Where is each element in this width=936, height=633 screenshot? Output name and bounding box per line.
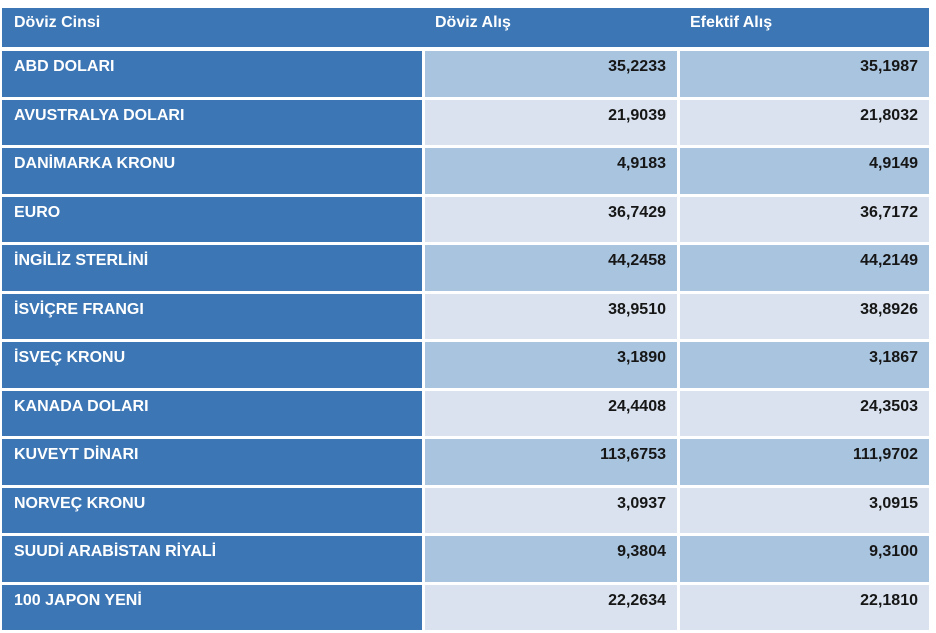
efektif-alis-cell: 3,1867 [680, 342, 929, 388]
table-row: KUVEYT DİNARI 113,6753 111,9702 [2, 439, 929, 485]
doviz-alis-cell: 35,2233 [425, 51, 677, 97]
efektif-alis-cell: 9,3100 [680, 536, 929, 582]
efektif-alis-cell: 111,9702 [680, 439, 929, 485]
currency-name-cell: AVUSTRALYA DOLARI [2, 99, 422, 145]
table-row: İSVİÇRE FRANGI 38,9510 38,8926 [2, 293, 929, 339]
table-body: ABD DOLARI 35,2233 35,1987 AVUSTRALYA DO… [2, 51, 936, 630]
doviz-alis-cell: 3,1890 [425, 342, 677, 388]
doviz-alis-cell: 36,7429 [425, 196, 677, 242]
column-header-doviz-alis: Döviz Alış [435, 14, 511, 31]
currency-name-cell: KANADA DOLARI [2, 390, 422, 436]
doviz-alis-cell: 22,2634 [425, 584, 677, 630]
currency-name-cell: İNGİLİZ STERLİNİ [2, 245, 422, 291]
currency-name-cell: ABD DOLARI [2, 51, 422, 97]
table-row: KANADA DOLARI 24,4408 24,3503 [2, 390, 929, 436]
table-row: ABD DOLARI 35,2233 35,1987 [2, 51, 929, 97]
doviz-alis-cell: 4,9183 [425, 148, 677, 194]
currency-name-cell: KUVEYT DİNARI [2, 439, 422, 485]
currency-name-cell: İSVEÇ KRONU [2, 342, 422, 388]
efektif-alis-cell: 36,7172 [680, 196, 929, 242]
currency-name-cell: SUUDİ ARABİSTAN RİYALİ [2, 536, 422, 582]
doviz-alis-cell: 38,9510 [425, 293, 677, 339]
column-header-efektif-alis: Efektif Alış [690, 14, 773, 31]
table-row: EURO 36,7429 36,7172 [2, 196, 929, 242]
doviz-alis-cell: 9,3804 [425, 536, 677, 582]
efektif-alis-cell: 21,8032 [680, 99, 929, 145]
table-row: SUUDİ ARABİSTAN RİYALİ 9,3804 9,3100 [2, 536, 929, 582]
table-row: DANİMARKA KRONU 4,9183 4,9149 [2, 148, 929, 194]
efektif-alis-cell: 22,1810 [680, 584, 929, 630]
doviz-alis-cell: 21,9039 [425, 99, 677, 145]
table-row: İNGİLİZ STERLİNİ 44,2458 44,2149 [2, 245, 929, 291]
table-row: NORVEÇ KRONU 3,0937 3,0915 [2, 487, 929, 533]
currency-name-cell: EURO [2, 196, 422, 242]
table-row: AVUSTRALYA DOLARI 21,9039 21,8032 [2, 99, 929, 145]
doviz-alis-cell: 3,0937 [425, 487, 677, 533]
doviz-alis-cell: 113,6753 [425, 439, 677, 485]
efektif-alis-cell: 35,1987 [680, 51, 929, 97]
currency-name-cell: 100 JAPON YENİ [2, 584, 422, 630]
table-row: 100 JAPON YENİ 22,2634 22,1810 [2, 584, 929, 630]
doviz-alis-cell: 44,2458 [425, 245, 677, 291]
efektif-alis-cell: 24,3503 [680, 390, 929, 436]
currency-name-cell: İSVİÇRE FRANGI [2, 293, 422, 339]
currency-name-cell: NORVEÇ KRONU [2, 487, 422, 533]
table-header-row: Döviz Cinsi Döviz Alış Efektif Alış [2, 8, 929, 47]
efektif-alis-cell: 44,2149 [680, 245, 929, 291]
currency-name-cell: DANİMARKA KRONU [2, 148, 422, 194]
table-row: İSVEÇ KRONU 3,1890 3,1867 [2, 342, 929, 388]
efektif-alis-cell: 4,9149 [680, 148, 929, 194]
efektif-alis-cell: 3,0915 [680, 487, 929, 533]
column-header-currency: Döviz Cinsi [14, 14, 101, 31]
doviz-alis-cell: 24,4408 [425, 390, 677, 436]
efektif-alis-cell: 38,8926 [680, 293, 929, 339]
